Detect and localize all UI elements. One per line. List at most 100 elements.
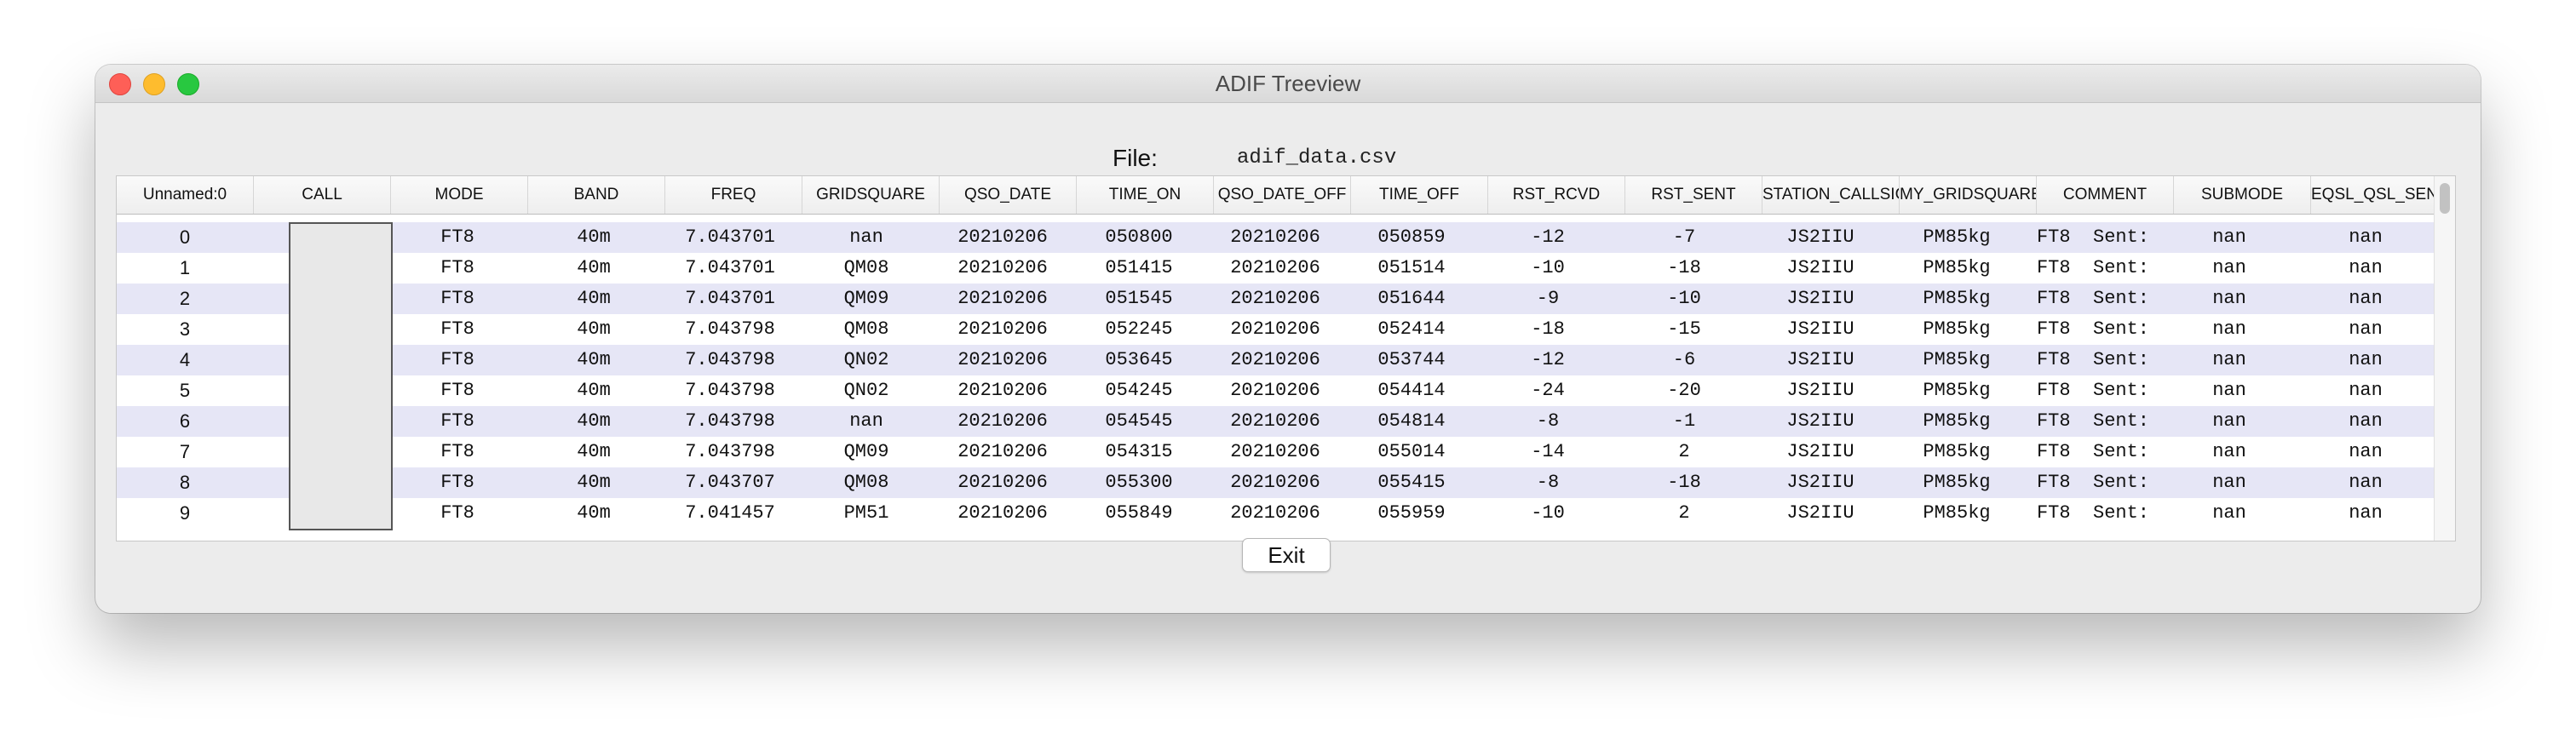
table-cell: -14: [1531, 441, 1565, 462]
table-cell: -18: [1667, 257, 1701, 278]
table-cell: 5: [179, 380, 191, 401]
table-cell: JS2IIU: [1786, 441, 1854, 462]
column-header[interactable]: BAND: [528, 176, 665, 214]
table-cell: nan: [2349, 226, 2383, 248]
table-row[interactable]: 5 FT8 40m 7.043798 QN02 20210206 054245 2021020…: [117, 375, 2455, 406]
table-cell: 7.043798: [685, 441, 775, 462]
table-cell: 20210206: [957, 318, 1048, 340]
file-name: adif_data.csv: [1237, 146, 1397, 169]
table-row[interactable]: 9 FT8 40m 7.041457 PM51 20210206 055849 2021020…: [117, 498, 2455, 529]
table-cell: 7.043701: [685, 257, 775, 278]
table-cell: nan: [2212, 318, 2246, 340]
table-cell: JS2IIU: [1786, 349, 1854, 370]
table-cell: QM09: [843, 441, 889, 462]
table-cell: QM09: [843, 288, 889, 309]
column-header[interactable]: GRIDSQUARE: [802, 176, 940, 214]
table-cell: 40m: [577, 318, 611, 340]
table-cell: 0: [179, 226, 191, 248]
column-header[interactable]: QSO_DATE_OFF: [1214, 176, 1351, 214]
table-cell: FT8 Sent:: [2036, 318, 2150, 340]
column-header[interactable]: CALL: [254, 176, 391, 214]
table-cell: 051415: [1105, 257, 1173, 278]
table-cell: 20210206: [1230, 257, 1320, 278]
column-header[interactable]: RST_RCVD: [1488, 176, 1625, 214]
scrollbar-thumb[interactable]: [2440, 183, 2450, 214]
table-cell: 40m: [577, 441, 611, 462]
column-header[interactable]: FREQ: [665, 176, 802, 214]
table-row[interactable]: 1 FT8 40m 7.043701 QM08 20210206 051415 2021020…: [117, 253, 2455, 284]
table-cell: nan: [2212, 257, 2246, 278]
table-cell: 20210206: [957, 288, 1048, 309]
column-header[interactable]: MY_GRIDSQUARE: [1900, 176, 2037, 214]
table-cell: 20210206: [1230, 502, 1320, 524]
table-cell: 3: [179, 318, 191, 340]
column-header[interactable]: Unnamed:0: [117, 176, 254, 214]
table-cell: FT8 Sent:: [2036, 288, 2150, 309]
table-cell: 7.043701: [685, 226, 775, 248]
table-cell: nan: [2212, 349, 2246, 370]
table-cell: FT8: [440, 380, 474, 401]
table-cell: FT8: [440, 226, 474, 248]
column-header[interactable]: STATION_CALLSIGN: [1762, 176, 1900, 214]
data-treeview[interactable]: Unnamed:0 CALL MODE BAND FREQ GRIDSQUARE QSO_D…: [116, 175, 2456, 541]
table-cell: FT8 Sent:: [2036, 441, 2150, 462]
exit-button[interactable]: Exit: [1242, 538, 1331, 572]
table-cell: nan: [2212, 502, 2246, 524]
table-cell: -8: [1536, 472, 1560, 493]
title-bar: ADIF Treeview: [95, 65, 2481, 103]
table-cell: FT8 Sent:: [2036, 472, 2150, 493]
table-cell: QM08: [843, 318, 889, 340]
table-cell: -1: [1672, 410, 1696, 432]
table-cell: 051545: [1105, 288, 1173, 309]
table-row[interactable]: 0 FT8 40m 7.043701 nan 20210206 050800 20210206…: [117, 222, 2455, 253]
table-cell: 9: [179, 502, 191, 524]
table-row[interactable]: 3 FT8 40m 7.043798 QM08 20210206 052245 2021020…: [117, 314, 2455, 345]
table-cell: nan: [2212, 288, 2246, 309]
table-cell: FT8 Sent:: [2036, 257, 2150, 278]
table-cell: PM85kg: [1923, 288, 1991, 309]
table-cell: PM85kg: [1923, 318, 1991, 340]
table-cell: nan: [2212, 441, 2246, 462]
table-cell: 20210206: [1230, 441, 1320, 462]
table-cell: -7: [1672, 226, 1696, 248]
table-cell: 7.043701: [685, 288, 775, 309]
table-cell: 7.043798: [685, 349, 775, 370]
table-cell: -18: [1531, 318, 1565, 340]
table-cell: 054315: [1105, 441, 1173, 462]
table-row[interactable]: 7 FT8 40m 7.043798 QM09 20210206 054315 2021020…: [117, 437, 2455, 467]
column-header[interactable]: MODE: [391, 176, 528, 214]
table-cell: QM08: [843, 257, 889, 278]
column-header[interactable]: TIME_ON: [1077, 176, 1214, 214]
column-header[interactable]: COMMENT: [2037, 176, 2174, 214]
column-header[interactable]: QSO_DATE: [940, 176, 1077, 214]
close-window-button[interactable]: [109, 73, 131, 95]
table-cell: PM85kg: [1923, 410, 1991, 432]
column-header[interactable]: TIME_OFF: [1351, 176, 1488, 214]
vertical-scrollbar[interactable]: [2434, 176, 2455, 541]
table-cell: nan: [2349, 472, 2383, 493]
table-cell: -10: [1667, 288, 1701, 309]
table-cell: -12: [1531, 349, 1565, 370]
table-cell: 7: [179, 441, 191, 462]
table-cell: nan: [2349, 502, 2383, 524]
column-header[interactable]: EQSL_QSL_SENT: [2311, 176, 2448, 214]
table-cell: 054814: [1377, 410, 1446, 432]
table-cell: 055300: [1105, 472, 1173, 493]
table-cell: 052414: [1377, 318, 1446, 340]
table-cell: 051514: [1377, 257, 1446, 278]
table-cell: nan: [2349, 318, 2383, 340]
table-cell: 40m: [577, 380, 611, 401]
table-cell: 055959: [1377, 502, 1446, 524]
column-header[interactable]: RST_SENT: [1625, 176, 1762, 214]
table-cell: nan: [849, 226, 883, 248]
column-header[interactable]: SUBMODE: [2174, 176, 2311, 214]
table-row[interactable]: 4 FT8 40m 7.043798 QN02 20210206 053645 2021020…: [117, 345, 2455, 375]
table-row[interactable]: 6 FT8 40m 7.043798 nan 20210206 054545 20210206…: [117, 406, 2455, 437]
table-cell: 055849: [1105, 502, 1173, 524]
table-row[interactable]: 2 FT8 40m 7.043701 QM09 20210206 051545 2021020…: [117, 284, 2455, 314]
table-cell: 20210206: [957, 410, 1048, 432]
maximize-window-button[interactable]: [177, 73, 199, 95]
minimize-window-button[interactable]: [143, 73, 165, 95]
table-cell: nan: [2349, 257, 2383, 278]
table-row[interactable]: 8 FT8 40m 7.043707 QM08 20210206 055300 2021020…: [117, 467, 2455, 498]
